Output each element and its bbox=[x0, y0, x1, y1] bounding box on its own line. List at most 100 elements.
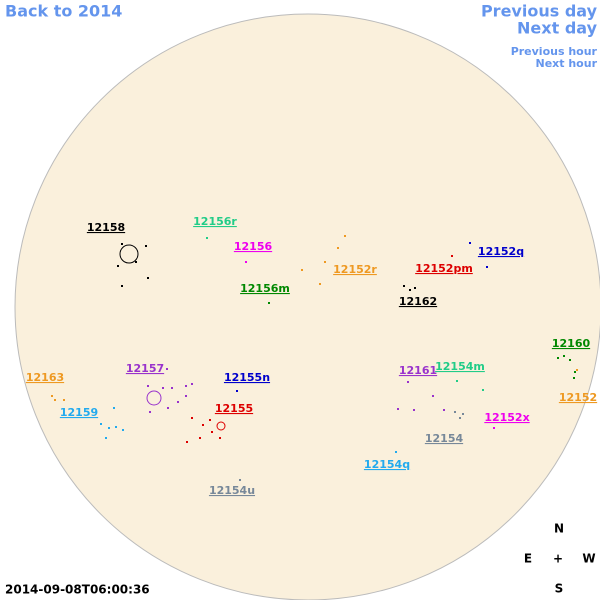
previous-day-link[interactable]: Previous day bbox=[481, 2, 598, 21]
sunspot bbox=[186, 441, 188, 443]
compass-center: + bbox=[553, 552, 563, 566]
sunspot bbox=[63, 399, 65, 401]
sunspot bbox=[122, 429, 124, 431]
sunspot bbox=[51, 395, 53, 397]
region-label[interactable]: 12152x bbox=[484, 411, 529, 424]
sunspot bbox=[199, 437, 201, 439]
sunspot bbox=[574, 371, 576, 373]
region-label[interactable]: 12159 bbox=[60, 406, 98, 419]
sunspot bbox=[462, 413, 464, 415]
region-label[interactable]: 12156m bbox=[240, 282, 290, 295]
sunspot bbox=[121, 285, 123, 287]
sunspot bbox=[177, 401, 179, 403]
sunspot bbox=[245, 261, 247, 263]
sunspot bbox=[413, 409, 415, 411]
sunspot bbox=[211, 431, 213, 433]
sunspot bbox=[268, 302, 270, 304]
sunspot bbox=[573, 377, 575, 379]
sunspot bbox=[191, 383, 193, 385]
region-label[interactable]: 12154m bbox=[435, 360, 485, 373]
sunspot bbox=[576, 369, 578, 371]
sunspot bbox=[569, 359, 571, 361]
sunspot bbox=[147, 385, 149, 387]
sunspot bbox=[115, 426, 117, 428]
region-label[interactable]: 12154 bbox=[425, 432, 464, 445]
sunspot bbox=[397, 408, 399, 410]
sunspot bbox=[403, 285, 405, 287]
region-label[interactable]: 12155n bbox=[224, 371, 270, 384]
sunspot bbox=[344, 235, 346, 237]
region-label[interactable]: 12152r bbox=[333, 263, 377, 276]
sunspot bbox=[147, 277, 149, 279]
sunspot bbox=[395, 451, 397, 453]
region-label[interactable]: 12152 bbox=[559, 391, 597, 404]
region-label[interactable]: 12163 bbox=[26, 371, 64, 384]
sunspot bbox=[219, 437, 221, 439]
compass-south: S bbox=[555, 582, 564, 596]
sunspot bbox=[239, 479, 241, 481]
region-label[interactable]: 12161 bbox=[399, 364, 437, 377]
sunspot bbox=[236, 390, 238, 392]
previous-hour-link[interactable]: Previous hour bbox=[511, 45, 598, 58]
next-hour-link[interactable]: Next hour bbox=[536, 57, 598, 70]
sunspot bbox=[443, 409, 445, 411]
sunspot bbox=[454, 411, 456, 413]
sunspot bbox=[451, 255, 453, 257]
region-label[interactable]: 12154q bbox=[364, 458, 410, 471]
sunspot bbox=[113, 407, 115, 409]
sunspot bbox=[407, 381, 409, 383]
sunspot-outline bbox=[146, 390, 162, 406]
region-label[interactable]: 12155 bbox=[215, 402, 253, 415]
sunspot bbox=[469, 242, 471, 244]
region-label[interactable]: 12157 bbox=[126, 362, 164, 375]
sunspot bbox=[557, 357, 559, 359]
solar-disk bbox=[14, 13, 600, 600]
sunspot bbox=[486, 266, 488, 268]
region-label[interactable]: 12156 bbox=[234, 240, 273, 253]
sunspot bbox=[135, 261, 137, 263]
sunspot bbox=[171, 387, 173, 389]
sunspot bbox=[493, 427, 495, 429]
sunspot bbox=[167, 407, 169, 409]
compass-west: W bbox=[582, 552, 595, 566]
sunspot bbox=[202, 424, 204, 426]
region-label[interactable]: 12152q bbox=[478, 245, 524, 258]
sunspot bbox=[456, 380, 458, 382]
region-label[interactable]: 12152pm bbox=[415, 262, 473, 275]
sunspot bbox=[117, 265, 119, 267]
region-label[interactable]: 12156r bbox=[193, 215, 237, 228]
back-link[interactable]: Back to 2014 bbox=[5, 2, 122, 21]
compass-north: N bbox=[554, 522, 564, 536]
sunspot bbox=[409, 289, 411, 291]
sunspot bbox=[162, 387, 164, 389]
sunspot bbox=[209, 419, 211, 421]
sunspot bbox=[563, 355, 565, 357]
sunspot bbox=[149, 411, 151, 413]
region-label[interactable]: 12158 bbox=[87, 221, 125, 234]
sunspot bbox=[337, 247, 339, 249]
timestamp: 2014-09-08T06:00:36 bbox=[5, 583, 150, 597]
sunspot bbox=[185, 395, 187, 397]
sunspot-outline bbox=[216, 421, 226, 431]
next-day-link[interactable]: Next day bbox=[517, 19, 598, 38]
sunspot bbox=[54, 399, 56, 401]
region-label[interactable]: 12162 bbox=[399, 295, 437, 308]
sunspot bbox=[100, 423, 102, 425]
sunspot bbox=[185, 385, 187, 387]
sunspot bbox=[206, 237, 208, 239]
sunspot bbox=[105, 437, 107, 439]
region-label[interactable]: 12154u bbox=[209, 484, 255, 497]
sunspot bbox=[324, 261, 326, 263]
sunspot bbox=[319, 283, 321, 285]
sunspot bbox=[121, 243, 123, 245]
sunspot bbox=[414, 287, 416, 289]
sunspot bbox=[432, 395, 434, 397]
sunspot bbox=[166, 368, 168, 370]
sunspot bbox=[301, 269, 303, 271]
region-label[interactable]: 12160 bbox=[552, 337, 591, 350]
sunspot bbox=[145, 245, 147, 247]
compass-east: E bbox=[524, 552, 532, 566]
sunspot-outline bbox=[119, 244, 139, 264]
